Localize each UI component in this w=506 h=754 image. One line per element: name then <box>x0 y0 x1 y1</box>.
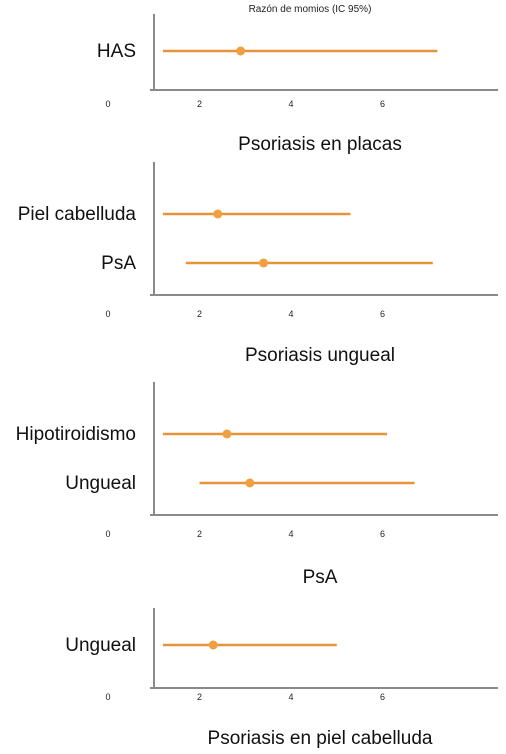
odds-ratio-point <box>208 640 218 650</box>
tick-label: 0 <box>105 692 110 702</box>
row-label: Piel cabelluda <box>18 204 137 225</box>
tick-label: 6 <box>380 692 385 702</box>
row-label: HAS <box>97 41 136 62</box>
row-label: Ungueal <box>65 473 136 494</box>
tick-label: 6 <box>380 309 385 319</box>
odds-ratio-point <box>236 46 246 56</box>
tick-label: 2 <box>197 692 202 702</box>
tick-label: 2 <box>197 309 202 319</box>
row-label: PsA <box>101 253 136 274</box>
panel-title: Psoriasis ungueal <box>245 345 395 366</box>
tick-label: 4 <box>288 309 293 319</box>
row-label: Hipotiroidismo <box>16 424 136 445</box>
odds-ratio-point <box>222 429 232 439</box>
tick-label: 2 <box>197 529 202 539</box>
tick-label: 4 <box>288 529 293 539</box>
tick-label: 0 <box>105 529 110 539</box>
tick-label: 2 <box>197 99 202 109</box>
panel-title: Psoriasis en placas <box>238 134 402 155</box>
header-label: Razón de momios (IC 95%) <box>249 4 372 15</box>
tick-label: 0 <box>105 99 110 109</box>
tick-label: 6 <box>380 99 385 109</box>
panel-title: PsA <box>303 567 338 588</box>
tick-label: 6 <box>380 529 385 539</box>
tick-label: 4 <box>288 692 293 702</box>
panel-title: Psoriasis en piel cabelluda <box>208 728 433 749</box>
odds-ratio-point <box>213 209 223 219</box>
odds-ratio-point <box>259 258 269 268</box>
odds-ratio-point <box>245 478 255 488</box>
tick-label: 0 <box>105 309 110 319</box>
row-label: Ungueal <box>65 635 136 656</box>
tick-label: 4 <box>288 99 293 109</box>
